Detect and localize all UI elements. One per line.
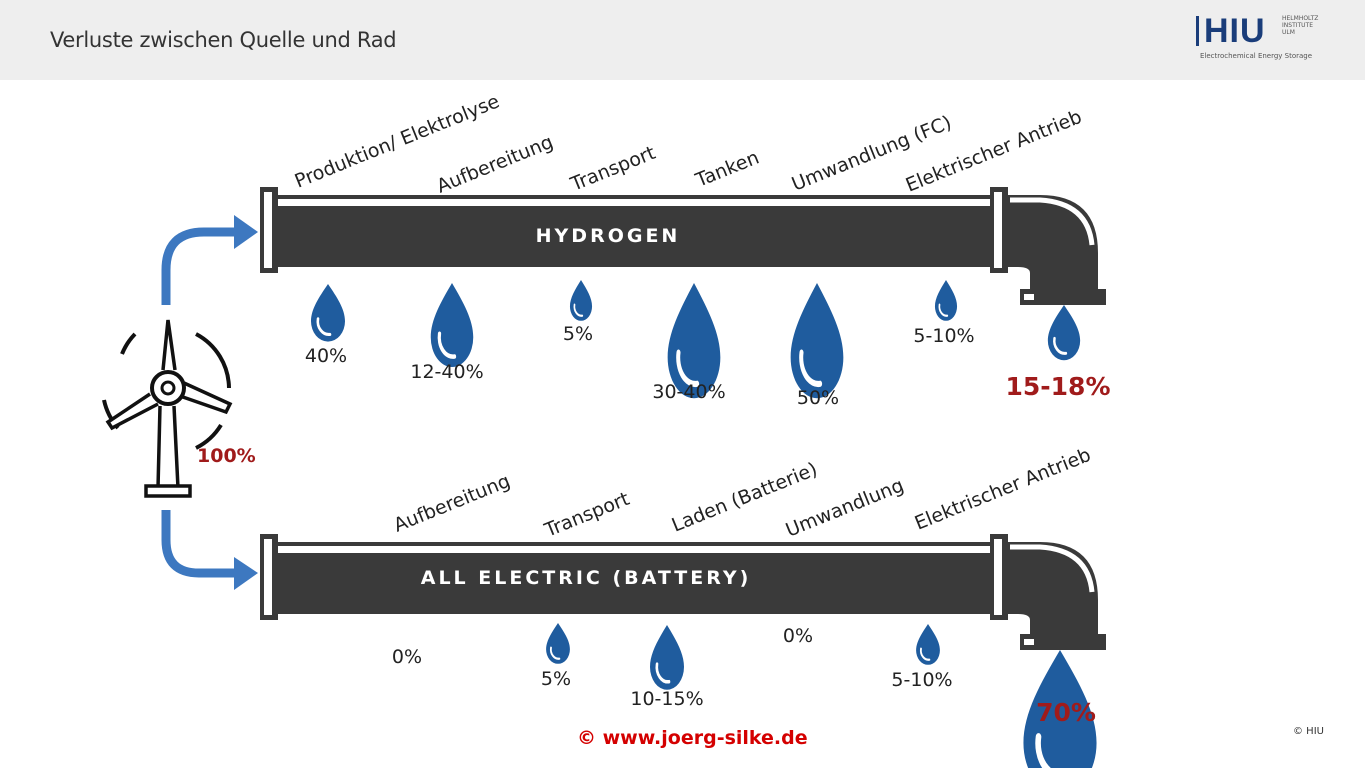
hydrogen-loss-1: 40% <box>305 345 347 367</box>
copyright-watermark: © www.joerg-silke.de <box>577 727 808 749</box>
loss-drop-icon <box>914 622 942 666</box>
battery-result: 70% <box>1036 698 1096 727</box>
loss-drop-icon <box>309 282 347 344</box>
logo-text: HIU <box>1204 12 1266 50</box>
loss-drop-icon <box>648 623 686 692</box>
logo-subtitle: Electrochemical Energy Storage <box>1200 52 1313 60</box>
loss-drop-icon <box>431 283 474 367</box>
hydrogen-label: HYDROGEN <box>536 225 681 247</box>
battery-stage-2: Transport <box>541 488 633 542</box>
hydrogen-stage-4: Tanken <box>692 146 763 192</box>
page-title: Verluste zwischen Quelle und Rad <box>50 28 397 52</box>
loss-drop-icon <box>791 283 844 398</box>
wind-turbine-icon <box>102 319 233 498</box>
output-drop-icon <box>1046 303 1082 362</box>
battery-loss-4: 0% <box>783 625 813 647</box>
battery-loss-2: 5% <box>541 668 571 690</box>
header-bar: Verluste zwischen Quelle und Rad HIU HEL… <box>0 0 1365 80</box>
hydrogen-result: 15-18% <box>1005 372 1110 401</box>
source-value: 100% <box>197 445 256 467</box>
logo-bar <box>1196 16 1199 46</box>
battery-loss-5: 5-10% <box>891 669 952 691</box>
hydrogen-loss-4: 30-40% <box>652 381 725 403</box>
battery-stage-1: Aufbereitung <box>391 470 514 537</box>
hydrogen-loss-6: 5-10% <box>913 325 974 347</box>
battery-pipe <box>260 534 1106 650</box>
battery-loss-1: 0% <box>392 646 422 668</box>
logo-small-text: HELMHOLTZ INSTITUTE ULM <box>1282 15 1319 36</box>
arrow-to-battery <box>161 510 258 590</box>
hydrogen-loss-2: 12-40% <box>410 361 483 383</box>
loss-drop-icon <box>568 278 594 322</box>
hydrogen-stage-3: Transport <box>567 142 659 196</box>
battery-loss-3: 10-15% <box>630 688 703 710</box>
loss-drop-icon <box>933 278 959 322</box>
loss-drop-icon <box>544 621 572 665</box>
hydrogen-pipe <box>260 187 1106 305</box>
battery-label: ALL ELECTRIC (BATTERY) <box>421 567 752 589</box>
arrow-to-hydrogen <box>161 215 258 305</box>
hydrogen-loss-3: 5% <box>563 323 593 345</box>
credit-text: © HIU <box>1293 726 1324 737</box>
battery-stage-5: Elektrischer Antrieb <box>912 444 1094 535</box>
hydrogen-loss-5: 50% <box>797 387 839 409</box>
hydrogen-stage-2: Aufbereitung <box>434 131 557 198</box>
hiu-logo: HIU HELMHOLTZ INSTITUTE ULM Electrochemi… <box>1196 12 1326 64</box>
